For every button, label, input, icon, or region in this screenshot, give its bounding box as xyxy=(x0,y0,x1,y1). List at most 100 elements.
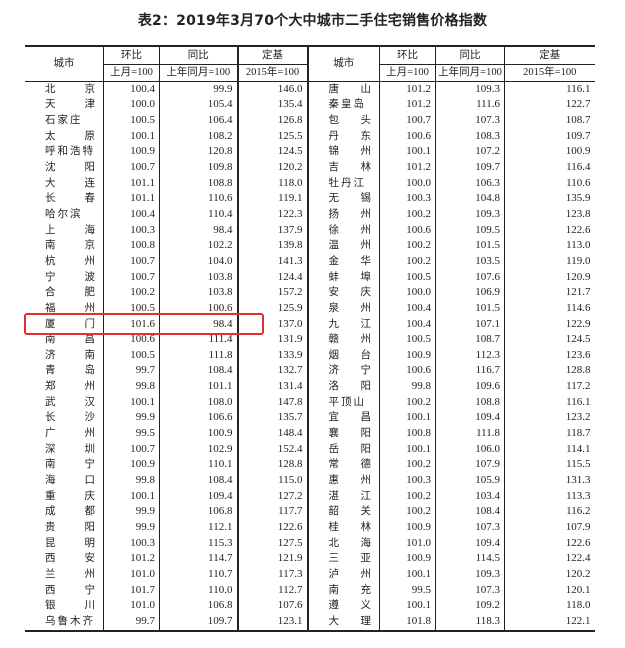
mom-cell: 100.5 xyxy=(103,300,160,317)
table-row: 广州 99.5 100.9 148.4 襄阳 100.8 111.8 118.7 xyxy=(25,426,595,442)
mom-cell: 101.2 xyxy=(379,81,436,98)
yoy-cell: 107.3 xyxy=(435,520,505,536)
city-cell: 合肥 xyxy=(25,285,104,301)
table-row: 合肥 100.2 103.8 157.2 安庆 100.0 106.9 121.7 xyxy=(25,285,595,301)
yoy-cell: 118.3 xyxy=(435,613,505,632)
base-cell: 114.1 xyxy=(504,441,595,458)
city-cell: 大理 xyxy=(306,613,380,632)
mom-cell: 100.6 xyxy=(379,363,436,380)
table-row: 青岛 99.7 108.4 132.7 济宁 100.6 116.7 128.8 xyxy=(25,363,595,380)
base-cell: 135.9 xyxy=(504,191,595,207)
city-name: 宁波 xyxy=(45,270,95,283)
table-row: 武汉 100.1 108.0 147.8 平顶山 100.2 108.8 116.1 xyxy=(25,394,595,411)
city-name: 乌鲁木齐 xyxy=(45,614,95,627)
city-name: 哈尔滨 xyxy=(45,207,83,220)
base-cell: 115.5 xyxy=(504,457,595,474)
base-cell: 127.2 xyxy=(236,488,308,505)
city-name: 西安 xyxy=(45,552,95,565)
city-cell: 重庆 xyxy=(25,489,104,505)
mom-cell: 101.1 xyxy=(103,175,160,192)
mom-cell: 101.2 xyxy=(379,159,436,176)
city-cell: 北京 xyxy=(25,81,104,97)
mom-cell: 100.6 xyxy=(379,128,436,145)
city-name: 湛江 xyxy=(328,489,372,502)
mom-cell: 100.2 xyxy=(379,504,436,521)
table-row: 成都 99.9 106.8 117.7 韶关 100.2 108.4 116.2 xyxy=(25,504,595,521)
city-name: 泉州 xyxy=(328,301,372,314)
city-cell: 湛江 xyxy=(306,488,380,505)
city-name: 济宁 xyxy=(328,364,372,377)
base-cell: 122.1 xyxy=(504,613,595,632)
mom-cell: 100.2 xyxy=(379,488,436,505)
table-row: 深圳 100.7 102.9 152.4 岳阳 100.1 106.0 114.1 xyxy=(25,441,595,458)
city-cell: 哈尔滨 xyxy=(25,207,104,223)
base-cell: 128.8 xyxy=(236,457,308,474)
mom-cell: 101.7 xyxy=(103,582,160,599)
base-cell: 122.6 xyxy=(504,222,595,239)
yoy-cell: 111.6 xyxy=(435,97,505,113)
base-cell: 157.2 xyxy=(236,285,308,301)
city-cell: 广州 xyxy=(25,426,104,442)
yoy-cell: 110.4 xyxy=(159,206,238,223)
city-cell: 大连 xyxy=(25,176,104,192)
base-cell: 118.7 xyxy=(504,426,595,442)
yoy-cell: 100.9 xyxy=(159,426,238,442)
mom-cell: 100.7 xyxy=(103,253,160,270)
city-name: 九江 xyxy=(328,317,372,330)
mom-cell: 100.7 xyxy=(103,269,160,286)
header-mom: 环比 xyxy=(103,46,160,65)
city-cell: 青岛 xyxy=(25,363,104,379)
city-cell: 岳阳 xyxy=(306,441,380,458)
mom-cell: 100.9 xyxy=(379,520,436,536)
table-row: 上海 100.3 98.4 137.9 徐州 100.6 109.5 122.6 xyxy=(25,222,595,239)
yoy-cell: 115.3 xyxy=(159,535,238,552)
city-cell: 三亚 xyxy=(306,551,380,567)
base-cell: 121.7 xyxy=(504,285,595,301)
city-cell: 唐山 xyxy=(306,81,380,98)
table-row: 海口 99.8 108.4 115.0 惠州 100.3 105.9 131.3 xyxy=(25,473,595,489)
base-cell: 122.7 xyxy=(504,97,595,113)
base-cell: 126.8 xyxy=(236,112,308,129)
base-cell: 122.6 xyxy=(504,535,595,552)
base-cell: 120.9 xyxy=(504,269,595,286)
city-cell: 福州 xyxy=(25,301,104,317)
city-cell: 长春 xyxy=(25,191,104,207)
base-cell: 109.7 xyxy=(504,128,595,145)
mom-cell: 101.0 xyxy=(103,598,160,614)
yoy-cell: 111.4 xyxy=(159,332,238,348)
mom-cell: 100.4 xyxy=(379,316,436,333)
city-name: 徐州 xyxy=(328,223,372,236)
mom-cell: 99.9 xyxy=(103,520,160,536)
base-cell: 152.4 xyxy=(236,441,308,458)
city-cell: 洛阳 xyxy=(306,379,380,395)
city-cell: 石家庄 xyxy=(25,113,104,129)
base-cell: 108.7 xyxy=(504,112,595,129)
base-cell: 121.9 xyxy=(236,551,308,567)
city-name: 金华 xyxy=(328,254,372,267)
base-cell: 131.4 xyxy=(236,379,308,395)
yoy-cell: 116.7 xyxy=(435,363,505,380)
city-name: 沈阳 xyxy=(45,160,95,173)
city-cell: 西安 xyxy=(25,551,104,567)
city-name: 丹东 xyxy=(328,129,372,142)
mom-cell: 100.3 xyxy=(103,222,160,239)
city-cell: 扬州 xyxy=(306,206,380,223)
yoy-cell: 109.4 xyxy=(435,410,505,427)
city-name: 南京 xyxy=(45,239,95,252)
mom-cell: 100.1 xyxy=(379,567,436,583)
yoy-cell: 106.6 xyxy=(159,410,238,427)
subheader-mom-right: 上月=100 xyxy=(379,64,436,82)
yoy-cell: 101.5 xyxy=(435,300,505,317)
city-name: 遵义 xyxy=(328,599,372,612)
table-row: 郑州 99.8 101.1 131.4 洛阳 99.8 109.6 117.2 xyxy=(25,379,595,395)
city-name: 惠州 xyxy=(328,474,372,487)
city-cell: 烟台 xyxy=(306,347,380,364)
city-name: 太原 xyxy=(45,129,95,142)
yoy-cell: 101.5 xyxy=(435,238,505,254)
yoy-cell: 101.1 xyxy=(159,379,238,395)
city-name: 包头 xyxy=(328,113,372,126)
city-cell: 海口 xyxy=(25,473,104,489)
yoy-cell: 103.8 xyxy=(159,269,238,286)
city-name: 牡丹江 xyxy=(328,176,366,189)
base-cell: 122.4 xyxy=(504,551,595,567)
